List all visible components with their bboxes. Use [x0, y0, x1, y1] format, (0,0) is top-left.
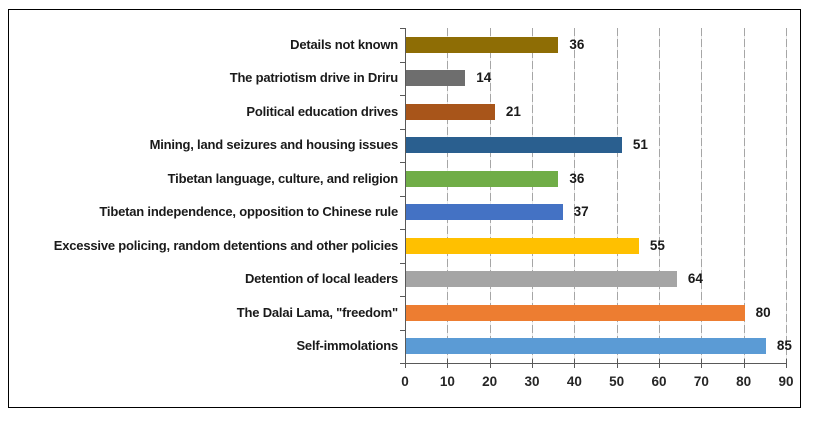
gridline-vertical	[659, 28, 660, 363]
value-label: 80	[755, 304, 771, 320]
value-axis-tick-label: 30	[524, 374, 540, 389]
value-axis-tick-label: 10	[439, 374, 455, 389]
gridline-vertical	[743, 28, 745, 363]
value-axis-tick	[616, 359, 618, 368]
value-label: 21	[505, 103, 521, 119]
category-label: Self-immolations	[296, 338, 398, 354]
category-label: Political education drives	[246, 103, 398, 119]
category-label: Detention of local leaders	[244, 271, 398, 287]
category-label: The patriotism drive in Driru	[229, 70, 398, 86]
value-axis-tick-label: 60	[651, 374, 667, 389]
bar	[406, 170, 559, 187]
gridline-vertical	[701, 28, 703, 363]
category-axis-line	[405, 28, 406, 364]
gridline-vertical	[786, 28, 787, 363]
category-axis-tick	[400, 363, 405, 364]
bar	[406, 271, 677, 288]
gridline-vertical	[447, 28, 449, 363]
category-label: Mining, land seizures and housing issues	[149, 137, 399, 153]
value-label: 51	[632, 137, 648, 153]
value-axis-tick	[786, 359, 787, 368]
value-label: 36	[569, 36, 585, 52]
category-axis-tick	[400, 95, 405, 96]
value-axis-tick-label: 0	[401, 374, 409, 389]
value-axis-tick-label: 40	[566, 374, 582, 389]
gridline-vertical	[616, 28, 618, 363]
value-label: 55	[649, 237, 665, 253]
value-axis-tick	[659, 359, 660, 368]
bar	[406, 36, 559, 53]
value-axis-tick-label: 70	[693, 374, 709, 389]
bar	[406, 204, 563, 221]
value-label: 36	[569, 170, 585, 186]
gridline-vertical	[574, 28, 576, 363]
value-axis-tick	[701, 359, 703, 368]
bar	[406, 304, 745, 321]
value-axis-tick-label: 90	[778, 374, 794, 389]
value-axis-line	[405, 363, 786, 364]
category-axis-tick	[400, 296, 405, 297]
category-axis-tick	[400, 28, 405, 29]
value-label: 85	[776, 338, 792, 354]
category-axis-tick	[400, 61, 405, 63]
bar	[406, 137, 622, 154]
gridline-vertical	[532, 28, 533, 363]
bar	[406, 70, 466, 87]
category-label: Details not known	[290, 36, 398, 52]
category-label: Tibetan independence, opposition to Chin…	[99, 204, 398, 220]
category-axis-tick	[400, 262, 405, 264]
value-axis-tick	[532, 359, 533, 368]
value-axis-tick-label: 80	[736, 374, 752, 389]
category-label: Excessive policing, random detentions an…	[53, 237, 398, 253]
value-axis-tick	[489, 359, 491, 368]
category-axis-tick	[400, 329, 405, 331]
value-axis-tick	[405, 359, 406, 368]
gridline-vertical	[489, 28, 491, 363]
category-axis-tick	[400, 128, 405, 130]
value-label: 37	[573, 204, 589, 220]
value-axis-tick	[743, 359, 745, 368]
bar	[406, 103, 495, 120]
category-axis-tick	[400, 195, 405, 197]
category-axis-tick	[400, 229, 405, 230]
category-label: Tibetan language, culture, and religion	[167, 170, 399, 186]
value-label: 64	[687, 271, 703, 287]
value-axis-tick-label: 50	[609, 374, 625, 389]
value-label: 14	[476, 70, 492, 86]
value-axis-tick	[447, 359, 449, 368]
category-axis-tick	[400, 162, 405, 163]
bar	[406, 237, 639, 254]
value-axis-tick	[574, 359, 576, 368]
value-axis-tick-label: 20	[482, 374, 498, 389]
category-label: The Dalai Lama, "freedom"	[236, 304, 398, 320]
bar	[406, 338, 766, 355]
